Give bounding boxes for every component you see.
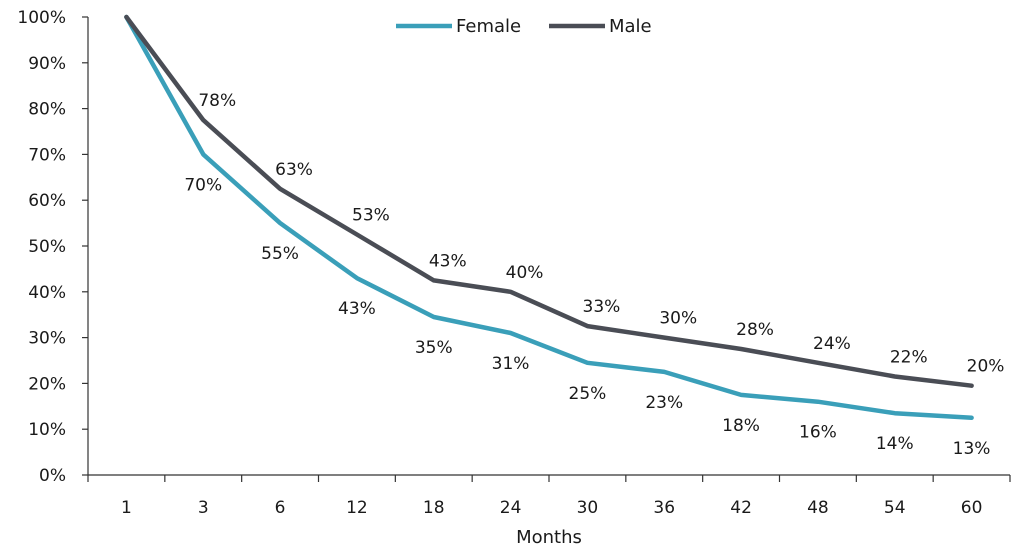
data-label-female: 35% <box>415 338 453 358</box>
y-tick-label: 70% <box>28 145 66 165</box>
data-label-male: 40% <box>506 263 544 283</box>
data-labels: 70% 55% 43% 35% 31% 25% 23% 18% 16% 14% 13% 78% 63% 5… <box>184 91 1004 459</box>
data-label-female: 55% <box>261 244 299 264</box>
y-tick-label: 20% <box>28 374 66 394</box>
data-label-female: 25% <box>569 384 607 404</box>
y-tick-label: 40% <box>28 283 66 303</box>
data-label-female: 16% <box>799 423 837 443</box>
data-label-male: 24% <box>813 334 851 354</box>
data-label-female: 43% <box>338 299 376 319</box>
x-tick-label: 18 <box>423 498 445 518</box>
y-tick-label: 10% <box>28 420 66 440</box>
x-tick-label: 12 <box>346 498 368 518</box>
y-tick-label: 80% <box>28 100 66 120</box>
x-tick-label: 1 <box>121 498 132 518</box>
series-line-female <box>124 14 974 421</box>
x-tick-label: 48 <box>807 498 829 518</box>
y-tick-label: 50% <box>28 237 66 257</box>
x-tick-label: 6 <box>275 498 286 518</box>
data-label-female: 14% <box>876 434 914 454</box>
legend: Female Male <box>396 16 652 37</box>
data-label-male: 28% <box>736 320 774 340</box>
data-label-male: 20% <box>967 357 1005 377</box>
data-label-female: 31% <box>492 354 530 374</box>
x-tick-label: 60 <box>961 498 983 518</box>
data-label-male: 63% <box>275 160 313 180</box>
y-tick-label: 90% <box>28 54 66 74</box>
x-tick-label: 42 <box>730 498 752 518</box>
y-tick-label: 0% <box>39 466 66 486</box>
x-tick-label: 3 <box>198 498 209 518</box>
data-label-male: 30% <box>659 309 697 329</box>
data-label-male: 22% <box>890 348 928 368</box>
y-axis-ticks: 0% 10% 20% 30% 40% 50% 60% 70% 80% 90% 100% <box>17 8 88 486</box>
y-tick-label: 100% <box>17 8 66 28</box>
data-label-female: 70% <box>184 175 222 195</box>
y-tick-label: 30% <box>28 329 66 349</box>
x-tick-label: 24 <box>500 498 522 518</box>
y-tick-label: 60% <box>28 191 66 211</box>
data-label-male: 33% <box>583 297 621 317</box>
legend-label-male: Male <box>609 16 652 37</box>
x-tick-label: 54 <box>884 498 906 518</box>
axes <box>87 17 1010 476</box>
data-label-female: 23% <box>645 393 683 413</box>
data-label-female: 18% <box>722 416 760 436</box>
x-axis-title: Months <box>516 527 582 548</box>
x-tick-label: 30 <box>577 498 599 518</box>
x-tick-label: 36 <box>653 498 675 518</box>
data-label-female: 13% <box>953 439 991 459</box>
data-label-male: 43% <box>429 251 467 271</box>
x-axis-ticks: 1 3 6 12 18 24 30 36 42 48 54 60 <box>87 475 1011 518</box>
series-line-male <box>124 14 974 388</box>
data-label-male: 53% <box>352 206 390 226</box>
series-lines <box>124 14 974 421</box>
data-label-male: 78% <box>198 91 236 111</box>
legend-label-female: Female <box>456 16 521 37</box>
